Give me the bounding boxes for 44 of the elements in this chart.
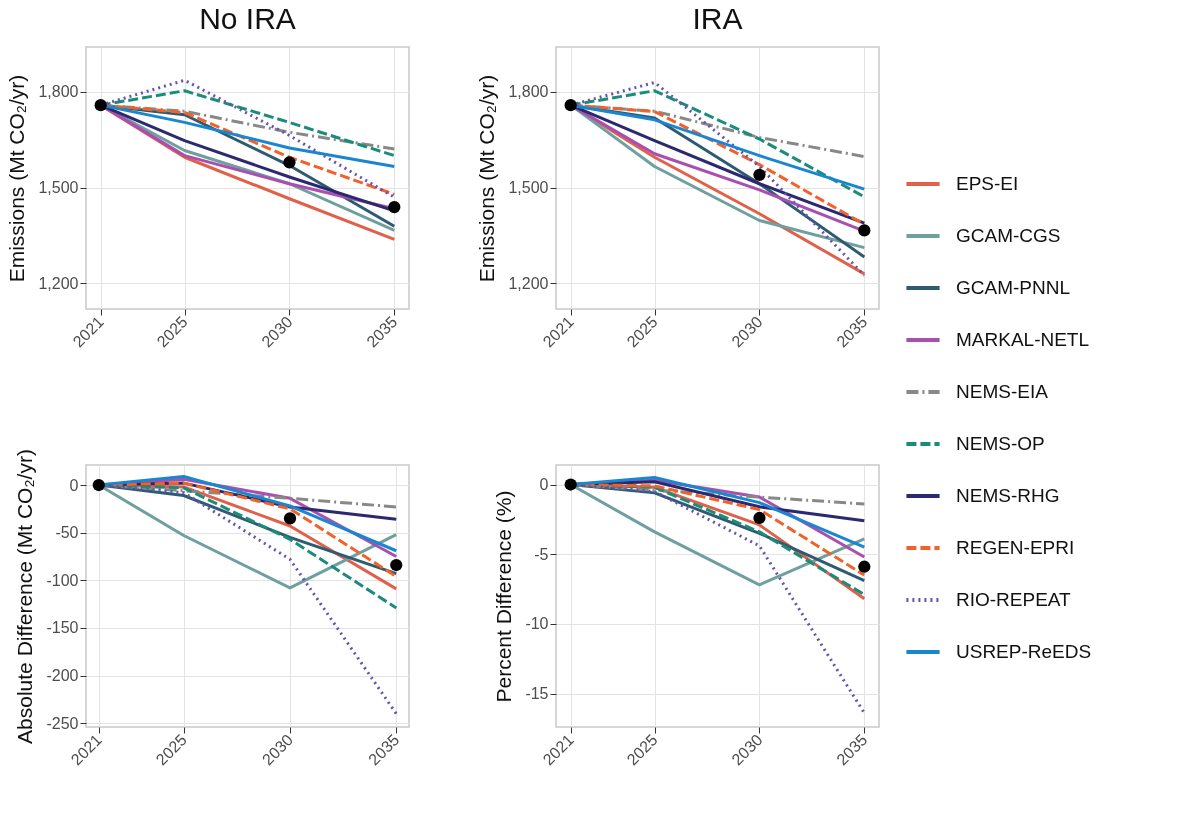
y-tick-label: 0 xyxy=(539,476,549,494)
legend-label: EPS-EI xyxy=(956,173,1019,194)
point xyxy=(753,168,766,181)
point xyxy=(388,200,401,214)
chart-title: IRA xyxy=(692,2,743,35)
legend-label: REGEN-EPRI xyxy=(956,537,1075,558)
point xyxy=(92,478,105,492)
y-axis-title: Absolute Difference (Mt CO₂/yr) xyxy=(13,449,37,744)
y-tick-label: 1,500 xyxy=(38,179,79,197)
chart-title: No IRA xyxy=(199,2,296,35)
y-tick-label: 1,500 xyxy=(508,179,549,197)
y-tick-label: -250 xyxy=(46,714,79,732)
legend-label: NEMS-EIA xyxy=(956,381,1049,402)
y-tick-label: 1,200 xyxy=(508,274,549,292)
y-tick-label: 1,800 xyxy=(38,83,79,101)
y-tick-label: -100 xyxy=(46,571,79,589)
point xyxy=(858,560,871,573)
legend-label: NEMS-RHG xyxy=(956,485,1060,506)
legend-label: USREP-ReEDS xyxy=(956,641,1092,662)
point xyxy=(564,99,577,112)
y-tick-label: -150 xyxy=(46,619,79,637)
y-tick-label: 0 xyxy=(69,476,79,494)
point xyxy=(564,478,577,491)
legend-label: RIO-REPEAT xyxy=(956,589,1072,610)
y-tick-label: 1,200 xyxy=(38,274,79,292)
legend-label: NEMS-OP xyxy=(956,433,1045,454)
y-tick-label: -15 xyxy=(525,685,549,703)
y-tick-label: -10 xyxy=(525,615,549,633)
point xyxy=(390,558,403,572)
point xyxy=(94,99,107,112)
point xyxy=(858,224,871,237)
y-axis-title: Emissions (Mt CO₂/yr) xyxy=(5,74,29,283)
legend-label: MARKAL-NETL xyxy=(956,329,1090,350)
point xyxy=(753,511,766,525)
y-tick-label: -50 xyxy=(55,524,79,542)
point xyxy=(283,512,297,525)
y-tick-label: -200 xyxy=(46,667,79,685)
point xyxy=(283,156,296,169)
y-axis-title: Percent Difference (%) xyxy=(492,490,516,703)
legend-label: GCAM-CGS xyxy=(956,225,1061,246)
legend-label: GCAM-PNNL xyxy=(956,277,1071,298)
y-axis-title: Emissions (Mt CO₂/yr) xyxy=(475,74,499,283)
y-tick-label: 1,800 xyxy=(508,83,549,101)
y-tick-label: -5 xyxy=(534,545,549,563)
